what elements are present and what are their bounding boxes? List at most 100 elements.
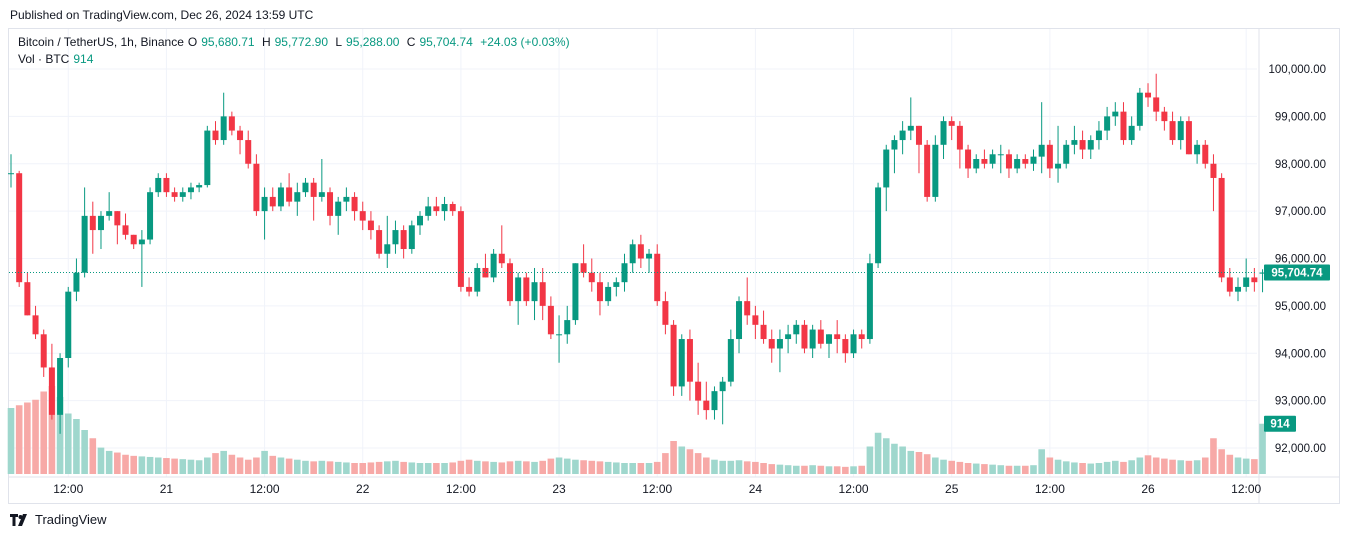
candle-body <box>670 324 677 387</box>
candle-body <box>220 116 227 141</box>
candle-body <box>1177 121 1184 141</box>
volume-bar <box>678 446 686 474</box>
chart-frame[interactable] <box>8 28 1340 504</box>
candle-body <box>932 144 939 197</box>
candle-body <box>596 282 603 302</box>
volume-bar <box>1103 461 1111 474</box>
volume-bar <box>212 453 219 474</box>
volume-bar <box>1128 460 1135 474</box>
volume-bar <box>81 430 88 474</box>
candle-body <box>686 339 693 382</box>
candle-body <box>73 272 80 292</box>
low-value: 95,288.00 <box>346 35 400 49</box>
volume-bar <box>645 463 653 474</box>
candle-body <box>1030 156 1037 164</box>
volume-bar <box>56 397 64 474</box>
tradingview-logo[interactable]: TradingView <box>10 512 107 527</box>
volume-bar <box>294 459 301 474</box>
volume-bar <box>1095 463 1103 474</box>
candle-body <box>16 173 23 283</box>
x-tick-label: 12:00 <box>1231 482 1261 496</box>
volume-bar <box>228 454 236 474</box>
volume-bar <box>531 461 538 474</box>
volume-bar <box>1038 449 1045 474</box>
candle-body <box>24 282 31 316</box>
candle-body <box>1055 163 1062 169</box>
candle-body <box>1046 144 1053 169</box>
y-tick-label: 95,000.00 <box>1275 301 1326 313</box>
open-label: O <box>187 35 198 49</box>
volume-bar <box>195 460 203 474</box>
candle-body <box>89 215 96 231</box>
volume-bar <box>555 457 563 474</box>
candle-body <box>736 301 743 340</box>
candle-body <box>490 253 497 278</box>
candle-body <box>97 215 104 231</box>
volume-value: 914 <box>73 52 94 66</box>
candle-body <box>474 267 481 292</box>
symbol-label: Bitcoin / TetherUS, 1h, Binance <box>18 35 184 49</box>
volume-bar <box>351 463 358 474</box>
candle-body <box>335 201 342 216</box>
y-tick-label: 93,000.00 <box>1275 396 1326 408</box>
candle-body <box>646 253 653 259</box>
volume-bar <box>1087 463 1095 474</box>
volume-bar <box>408 462 416 474</box>
candle-body <box>760 324 767 340</box>
candle-body <box>875 187 882 264</box>
candle-body <box>237 130 244 141</box>
volume-bar <box>1054 459 1062 474</box>
candle-body <box>768 339 775 349</box>
candle-body <box>40 334 47 368</box>
volume-bar <box>318 460 326 474</box>
candle-body <box>817 329 824 344</box>
volume-bar <box>40 391 48 474</box>
candle-body <box>130 234 137 245</box>
volume-bar <box>972 463 980 474</box>
candle-body <box>196 185 203 188</box>
volume-bar <box>809 465 816 474</box>
volume-bar <box>465 459 473 474</box>
candle-body <box>1005 154 1012 169</box>
candle-body <box>482 267 489 278</box>
candle-body <box>441 204 448 212</box>
volume-bar <box>1251 459 1258 474</box>
high-label: H <box>261 35 271 49</box>
candle-body <box>1169 121 1176 141</box>
last-price-label: 95,704.74 <box>1271 267 1323 279</box>
candle-body <box>57 357 64 415</box>
volume-bar <box>784 465 792 474</box>
volume-bar <box>1169 459 1176 474</box>
candle-body <box>433 206 440 212</box>
volume-bar <box>269 455 277 474</box>
candle-body <box>1153 97 1160 112</box>
x-tick-label: 26 <box>1141 482 1155 496</box>
published-header: Published on TradingView.com, Dec 26, 20… <box>10 8 314 22</box>
volume-bar <box>523 461 530 474</box>
volume-bar <box>891 443 898 474</box>
candle-body <box>973 159 980 169</box>
high-value: 95,772.90 <box>274 35 329 49</box>
candle-body <box>367 220 374 231</box>
candle-body <box>351 196 358 212</box>
candle-body <box>171 192 178 197</box>
candle-body <box>1251 277 1258 283</box>
volume-bar <box>187 459 195 474</box>
volume-bar <box>1152 457 1160 474</box>
volume-bar <box>964 463 972 474</box>
candle-body <box>1210 163 1217 178</box>
candle-body <box>163 177 170 193</box>
volume-bar <box>776 464 784 474</box>
volume-bar <box>1046 457 1054 474</box>
volume-bar <box>653 461 661 474</box>
candle-body <box>1079 140 1086 150</box>
candle-body <box>376 230 383 254</box>
volume-bar <box>253 457 260 474</box>
volume-bar <box>490 461 497 474</box>
volume-bar <box>261 450 268 474</box>
candle-body <box>883 149 890 188</box>
candle-body <box>147 192 154 240</box>
candle-body <box>711 391 718 411</box>
tradingview-logo-icon <box>10 513 27 526</box>
